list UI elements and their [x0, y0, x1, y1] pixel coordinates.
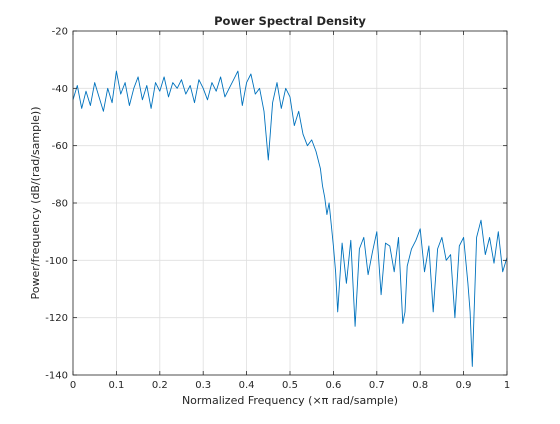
y-tick-label: -100: [45, 256, 68, 267]
x-axis-label: Normalized Frequency (×π rad/sample): [182, 394, 398, 407]
x-tick-label: 0.6: [325, 380, 341, 391]
x-tick-label: 0.9: [456, 380, 472, 391]
x-tick-label: 0.2: [152, 380, 168, 391]
x-tick-label: 0.4: [239, 380, 255, 391]
x-tick-label: 0.1: [108, 380, 124, 391]
x-tick-label: 1: [504, 380, 510, 391]
x-tick-label: 0.5: [282, 380, 298, 391]
y-tick-label: -60: [52, 141, 68, 152]
series-layer: [72, 70, 508, 367]
x-tick-label: 0.8: [412, 380, 428, 391]
x-tick-labels: 0 0.1 0.2 0.3 0.4 0.5 0.6 0.7 0.8 0.9 1: [70, 380, 510, 391]
x-tick-label: 0.7: [369, 380, 385, 391]
y-axis-label: Power/frequency (dB/(rad/sample)): [29, 107, 42, 300]
y-tick-label: -20: [52, 27, 68, 38]
y-tick-labels: -20 -40 -60 -80 -100 -120 -140: [45, 27, 68, 382]
y-tick-label: -140: [45, 371, 68, 382]
chart-title: Power Spectral Density: [214, 14, 366, 28]
x-tick-label: 0.3: [195, 380, 211, 391]
axis-ticks: [72, 30, 508, 376]
y-tick-label: -120: [45, 313, 68, 324]
y-tick-label: -40: [52, 84, 68, 95]
x-tick-label: 0: [70, 380, 76, 391]
psd-series-line: [72, 70, 508, 367]
y-tick-label: -80: [52, 199, 68, 210]
